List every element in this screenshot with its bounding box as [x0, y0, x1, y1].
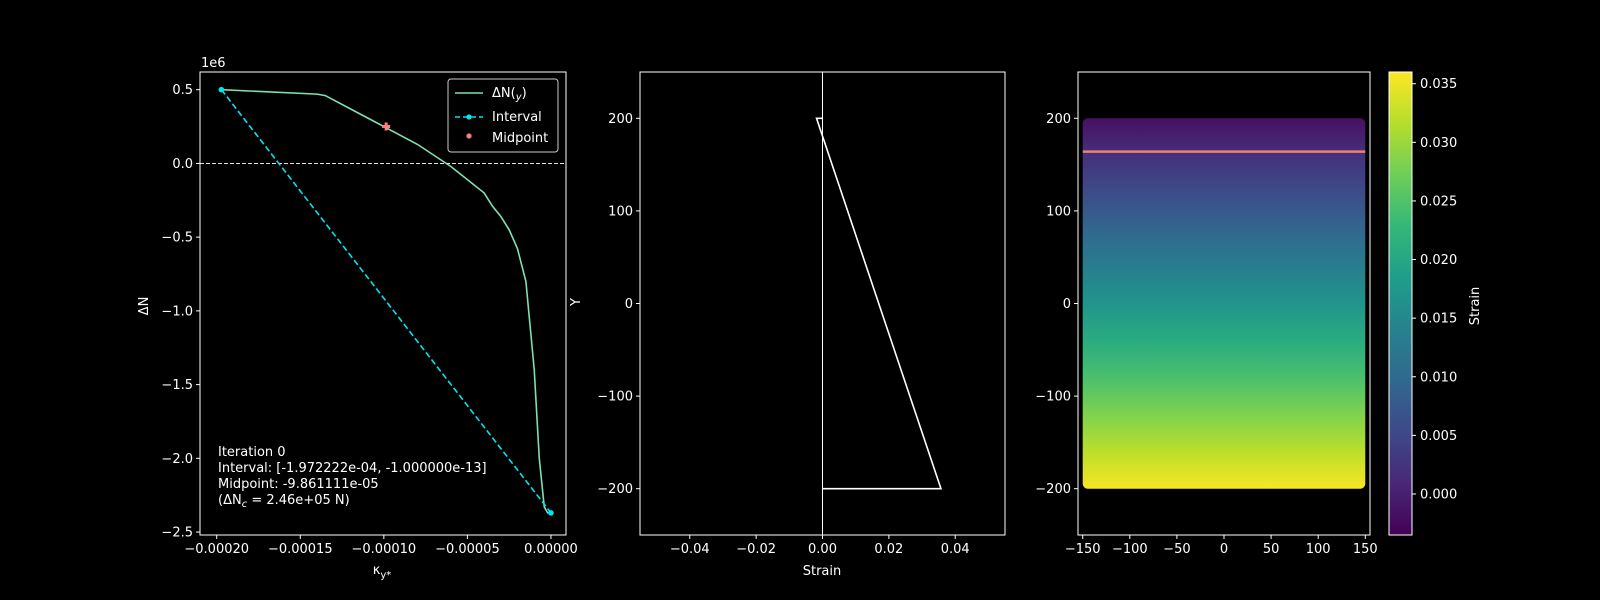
- plot-area-section-heatmap: [1082, 118, 1366, 489]
- midpoint-marker: [382, 122, 391, 131]
- colorbar-tick-label: 0.010: [1420, 370, 1457, 385]
- colorbar-label: Strain: [1468, 287, 1483, 326]
- colorbar-tick-label: 0.015: [1420, 312, 1457, 327]
- colorbar-tick-label: 0.025: [1420, 194, 1457, 209]
- ylabel-text: ΔN: [137, 297, 152, 316]
- legend-label-interval: Interval: [492, 110, 542, 125]
- section-heatmap-xtick-label: 150: [1353, 542, 1378, 557]
- strain-profile-ytick-label: −100: [597, 390, 633, 405]
- convergence-ytick-label: −2.0: [161, 452, 193, 467]
- convergence-xtick-label: −0.00020: [184, 542, 249, 557]
- convergence-ytick-label: 0.5: [172, 83, 193, 98]
- legend: ΔN(y) Interval Midpoint: [447, 78, 559, 153]
- section-heatmap-ytick-label: −200: [1035, 482, 1071, 497]
- convergence-xtick-label: −0.00005: [435, 542, 500, 557]
- annotation-delta-nc: (ΔNc = 2.46e+05 N): [218, 493, 350, 510]
- colorbar-tick-label: 0.035: [1420, 77, 1457, 92]
- interval-endpoint-marker: [218, 86, 225, 93]
- annotation-delta-nc-post: = 2.46e+05 N): [247, 493, 349, 508]
- interval-endpoint-marker: [548, 510, 554, 516]
- strain-profile-ytick-label: −200: [597, 482, 633, 497]
- panel-section-heatmap: −150 −100 −50 0 50 100 150 200 100 0 −100 −200 0.00…: [1035, 71, 1483, 557]
- legend-box: [447, 78, 559, 153]
- legend-marker-midpoint: [466, 133, 472, 139]
- section-heatmap-ytick-label: 200: [1046, 112, 1071, 127]
- convergence-ytick-label: −2.5: [161, 526, 193, 541]
- colorbar-tick-label: 0.005: [1420, 429, 1457, 444]
- axes-convergence: −0.00020 −0.00015 −0.00010 −0.00005 0.00000 0…: [161, 71, 578, 557]
- strain-profile-ytick-label: 100: [608, 204, 633, 219]
- convergence-ytick-label: −0.5: [161, 231, 193, 246]
- legend-marker-interval: [466, 114, 472, 120]
- xlabel-strain-profile: Strain: [803, 564, 842, 579]
- strain-profile-ytick-label: 200: [608, 112, 633, 127]
- iteration-annotation: Iteration 0 Interval: [-1.972222e-04, -1…: [218, 445, 487, 510]
- series-delta-n-line: [221, 88, 551, 514]
- strain-profile-ytick-label: 0: [625, 297, 633, 312]
- colorbar: 0.000 0.005 0.010 0.015 0.020 0.025 0.030 0.035: [1388, 71, 1457, 536]
- strain-profile-xtick-label: 0.04: [941, 542, 970, 557]
- section-strain-field: [1082, 118, 1366, 489]
- convergence-frame: [199, 71, 567, 536]
- section-heatmap-ytick-label: 0: [1063, 297, 1071, 312]
- convergence-xtick-label: −0.00015: [268, 542, 333, 557]
- axes-section-heatmap: −150 −100 −50 0 50 100 150 200 100 0 −100 −200: [1035, 71, 1378, 557]
- plot-area-strain-profile: [815, 72, 943, 535]
- colorbar-gradient: [1388, 71, 1413, 536]
- convergence-ytick-label: −1.0: [161, 304, 193, 319]
- legend-label-delta-n: ΔN(y): [492, 86, 527, 103]
- convergence-xtick-label: −0.00010: [352, 542, 417, 557]
- series-interval-line: [220, 89, 552, 514]
- section-heatmap-xtick-label: −50: [1163, 542, 1190, 557]
- annotation-iteration: Iteration 0: [218, 445, 286, 460]
- section-heatmap-xtick-label: −150: [1065, 542, 1101, 557]
- colorbar-tick-label: 0.020: [1420, 253, 1457, 268]
- legend-subscript: y: [515, 92, 523, 103]
- ylabel-strain-profile: Y: [569, 298, 584, 307]
- strain-profile-xtick-label: −0.02: [736, 542, 776, 557]
- panel-convergence: −0.00020 −0.00015 −0.00010 −0.00005 0.00000 0…: [137, 56, 578, 581]
- axes-strain-profile: −0.04 −0.02 0.00 0.02 0.04 200 100 0 −100 −200: [597, 71, 1006, 557]
- section-heatmap-ytick-label: 100: [1046, 204, 1071, 219]
- colorbar-tick-label: 0.000: [1420, 487, 1457, 502]
- annotation-midpoint: Midpoint: -9.861111e-05: [218, 477, 379, 492]
- annotation-interval: Interval: [-1.972222e-04, -1.000000e-13]: [218, 461, 487, 476]
- convergence-ytick-label: 0.0: [172, 157, 193, 172]
- legend-label-midpoint: Midpoint: [492, 131, 548, 146]
- ylabel-convergence: ΔN: [137, 297, 152, 316]
- strain-profile-xtick-label: −0.04: [670, 542, 710, 557]
- section-heatmap-xtick-label: 50: [1263, 542, 1280, 557]
- section-heatmap-xtick-label: −100: [1112, 542, 1148, 557]
- strain-profile-xtick-label: 0.02: [874, 542, 903, 557]
- annotation-delta-nc-sub: c: [242, 499, 248, 510]
- xlabel-subscript: y*: [380, 570, 391, 581]
- section-heatmap-xtick-label: 100: [1306, 542, 1331, 557]
- plot-area-convergence: [200, 86, 566, 516]
- section-heatmap-xtick-label: 0: [1220, 542, 1228, 557]
- convergence-ytick-label: −1.5: [161, 378, 193, 393]
- strain-profile-xtick-label: 0.00: [808, 542, 837, 557]
- annotation-delta-nc-pre: (ΔN: [218, 493, 242, 508]
- strain-profile-line: [815, 117, 943, 490]
- colorbar-tick-label: 0.030: [1420, 136, 1457, 151]
- convergence-xtick-label: 0.00000: [524, 542, 578, 557]
- section-heatmap-ytick-label: −100: [1035, 390, 1071, 405]
- offset-text: 1e6: [201, 56, 226, 71]
